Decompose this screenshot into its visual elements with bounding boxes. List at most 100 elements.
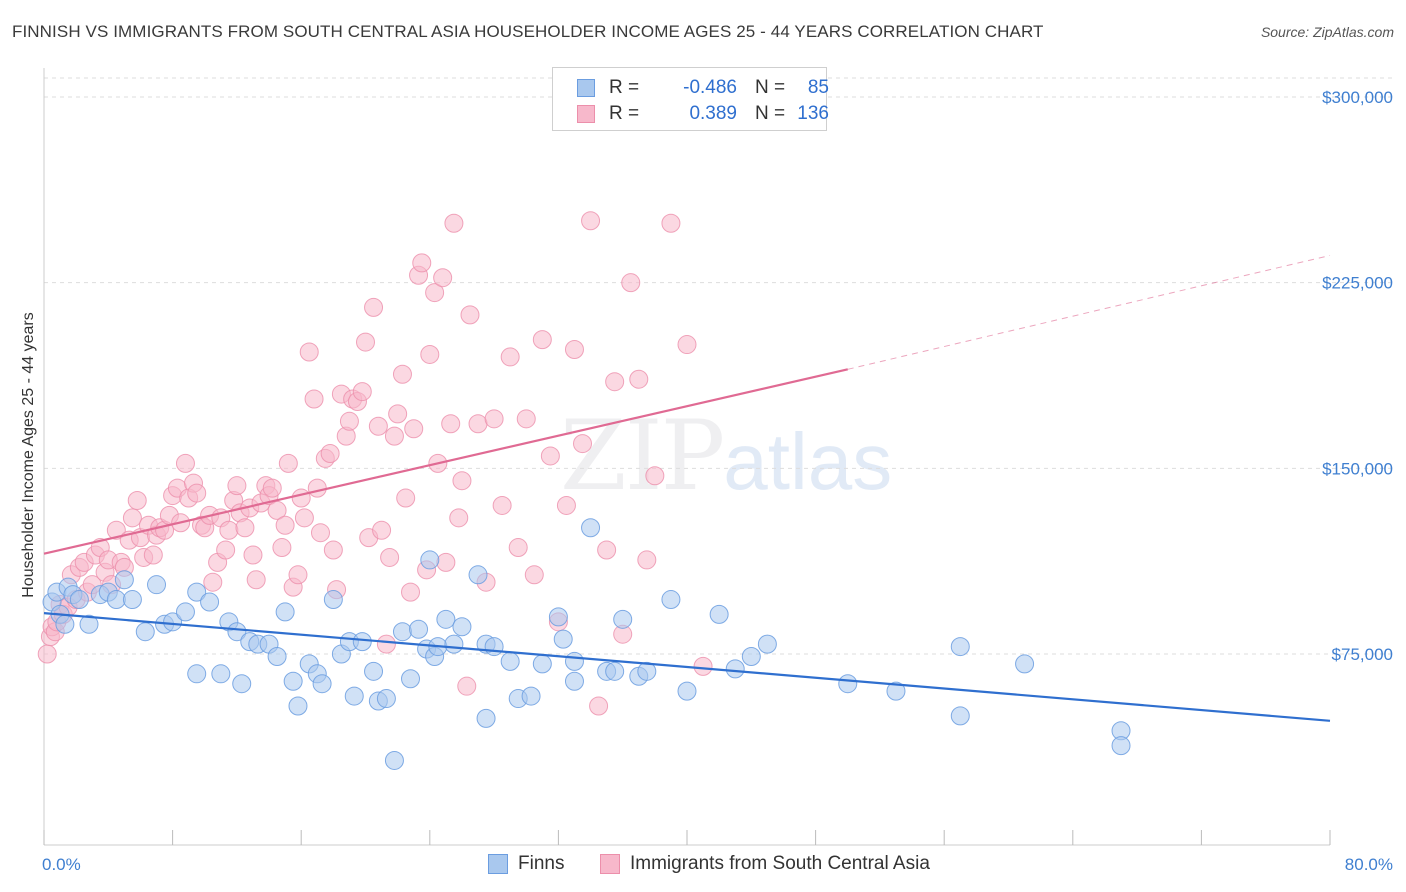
immigrants-point (540, 446, 560, 466)
legend-swatch-finns (577, 79, 595, 97)
immigrants-point (677, 335, 697, 355)
legend-r-label: R = (609, 103, 640, 124)
finns-point (637, 661, 657, 681)
immigrants-point (235, 518, 255, 538)
immigrants-point (449, 508, 469, 528)
bottom-legend-label-finns: Finns (518, 853, 565, 874)
immigrants-point (106, 520, 126, 540)
immigrants-point (412, 253, 432, 273)
finns-point (677, 681, 697, 701)
axes (43, 68, 1331, 846)
finns-point (581, 518, 601, 538)
immigrants-point (597, 540, 617, 560)
legend-n-label: N = (755, 77, 786, 98)
immigrants-point (532, 330, 552, 350)
finns-point (548, 607, 568, 627)
watermark: ZIPatlas (560, 400, 892, 512)
immigrants-point (291, 488, 311, 508)
immigrants-point (323, 540, 343, 560)
finns-point (200, 592, 220, 612)
finns-point (323, 590, 343, 610)
finns-point (163, 612, 183, 632)
immigrants-point (275, 515, 295, 535)
immigrants-point (175, 453, 195, 473)
immigrants-point (492, 495, 512, 515)
immigrants-point (433, 268, 453, 288)
immigrants-point (524, 565, 544, 585)
immigrants-point (589, 696, 609, 716)
immigrants-point (573, 434, 593, 454)
finns-point (114, 570, 134, 590)
finns-point (352, 632, 372, 652)
legend-n-label: N = (755, 103, 786, 124)
axis-labels: $75,000 $150,000 $225,000 $300,000 0.0% 80.0%… (20, 88, 1393, 874)
finns-point (1015, 654, 1035, 674)
x-tick-label: 0.0% (42, 855, 81, 874)
finns-point (661, 590, 681, 610)
immigrants-point (457, 676, 477, 696)
y-tick-label: $300,000 (1322, 88, 1393, 107)
immigrants-point (508, 538, 528, 558)
finns-point (532, 654, 552, 674)
immigrants-point (320, 443, 340, 463)
immigrants-point (516, 409, 536, 429)
immigrants-point (310, 523, 330, 543)
finns-trend-line (43, 612, 1331, 722)
immigrants-point (637, 550, 657, 570)
legend-n-value-finns: 85 (807, 77, 829, 98)
immigrants-point (436, 552, 456, 572)
finns-point (211, 664, 231, 684)
watermark-zip: ZIP (560, 400, 725, 512)
immigrants-point (468, 414, 488, 434)
immigrants-point (227, 476, 247, 496)
finns-point (79, 614, 99, 634)
legend-r-label: R = (609, 77, 640, 98)
immigrants-trend-extension (847, 254, 1331, 370)
finns-point (384, 750, 404, 770)
immigrants-point (246, 570, 266, 590)
immigrants-point (420, 344, 440, 364)
immigrants-point (243, 545, 263, 565)
finns-point (1111, 736, 1131, 756)
immigrants-point (352, 382, 372, 402)
finns-point (757, 634, 777, 654)
finns-point (436, 609, 456, 629)
immigrants-point (203, 572, 223, 592)
immigrants-point (460, 305, 480, 325)
immigrants-point (484, 409, 504, 429)
finns-point (741, 646, 761, 666)
immigrants-point (143, 545, 163, 565)
bottom-legend-label-immigrants: Immigrants from South Central Asia (630, 853, 930, 874)
finns-point (227, 622, 247, 642)
finns-point (69, 590, 89, 610)
immigrants-point (384, 426, 404, 446)
finns-point (950, 706, 970, 726)
finns-point (288, 696, 308, 716)
finns-point (232, 674, 252, 694)
finns-point (950, 637, 970, 657)
y-tick-label: $150,000 (1322, 459, 1393, 478)
y-tick-label: $75,000 (1332, 645, 1393, 664)
immigrants-point (364, 297, 384, 317)
legend-r-value-immigrants: 0.389 (689, 103, 737, 124)
immigrants-point (396, 488, 416, 508)
immigrants-point (219, 520, 239, 540)
finns-point (135, 622, 155, 642)
finns-point (392, 622, 412, 642)
finns-point (613, 609, 633, 629)
finns-point (187, 582, 207, 602)
finns-point (521, 686, 541, 706)
finns-point (187, 664, 207, 684)
finns-point (476, 708, 496, 728)
immigrants-point (380, 547, 400, 567)
immigrants-point (127, 491, 147, 511)
bottom-legend-swatch-finns (488, 854, 508, 874)
chart-title: FINNISH VS IMMIGRANTS FROM SOUTH CENTRAL… (12, 22, 1044, 41)
finns-points (42, 518, 1131, 770)
legend-r-value-finns: -0.486 (683, 77, 737, 98)
immigrants-point (581, 211, 601, 231)
immigrants-point (500, 347, 520, 367)
finns-point (709, 604, 729, 624)
legend-swatch-immigrants (577, 105, 595, 123)
